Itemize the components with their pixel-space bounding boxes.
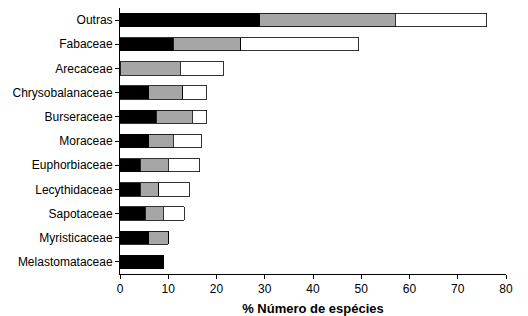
svg-text:60: 60 (403, 282, 417, 296)
svg-text:40: 40 (306, 282, 320, 296)
svg-text:10: 10 (162, 282, 176, 296)
svg-text:70: 70 (451, 282, 465, 296)
svg-text:Chrysobalanaceae: Chrysobalanaceae (13, 86, 113, 100)
svg-text:20: 20 (210, 282, 224, 296)
svg-text:0: 0 (117, 282, 124, 296)
svg-text:Sapotaceae: Sapotaceae (49, 207, 113, 221)
svg-text:Lecythidaceae: Lecythidaceae (35, 183, 113, 197)
svg-text:30: 30 (258, 282, 272, 296)
svg-text:50: 50 (355, 282, 369, 296)
svg-text:80: 80 (499, 282, 513, 296)
svg-text:Outras: Outras (77, 13, 113, 27)
svg-text:Fabaceae: Fabaceae (59, 37, 113, 51)
svg-text:Moraceae: Moraceae (59, 134, 113, 148)
svg-text:Melastomataceae: Melastomataceae (18, 255, 113, 269)
svg-text:Arecaceae: Arecaceae (55, 62, 113, 76)
svg-text:% Número de espécies: % Número de espécies (242, 301, 384, 316)
svg-text:Burseraceae: Burseraceae (45, 110, 113, 124)
svg-text:Myristicaceae: Myristicaceae (39, 231, 113, 245)
svg-text:Euphorbiaceae: Euphorbiaceae (32, 158, 113, 172)
